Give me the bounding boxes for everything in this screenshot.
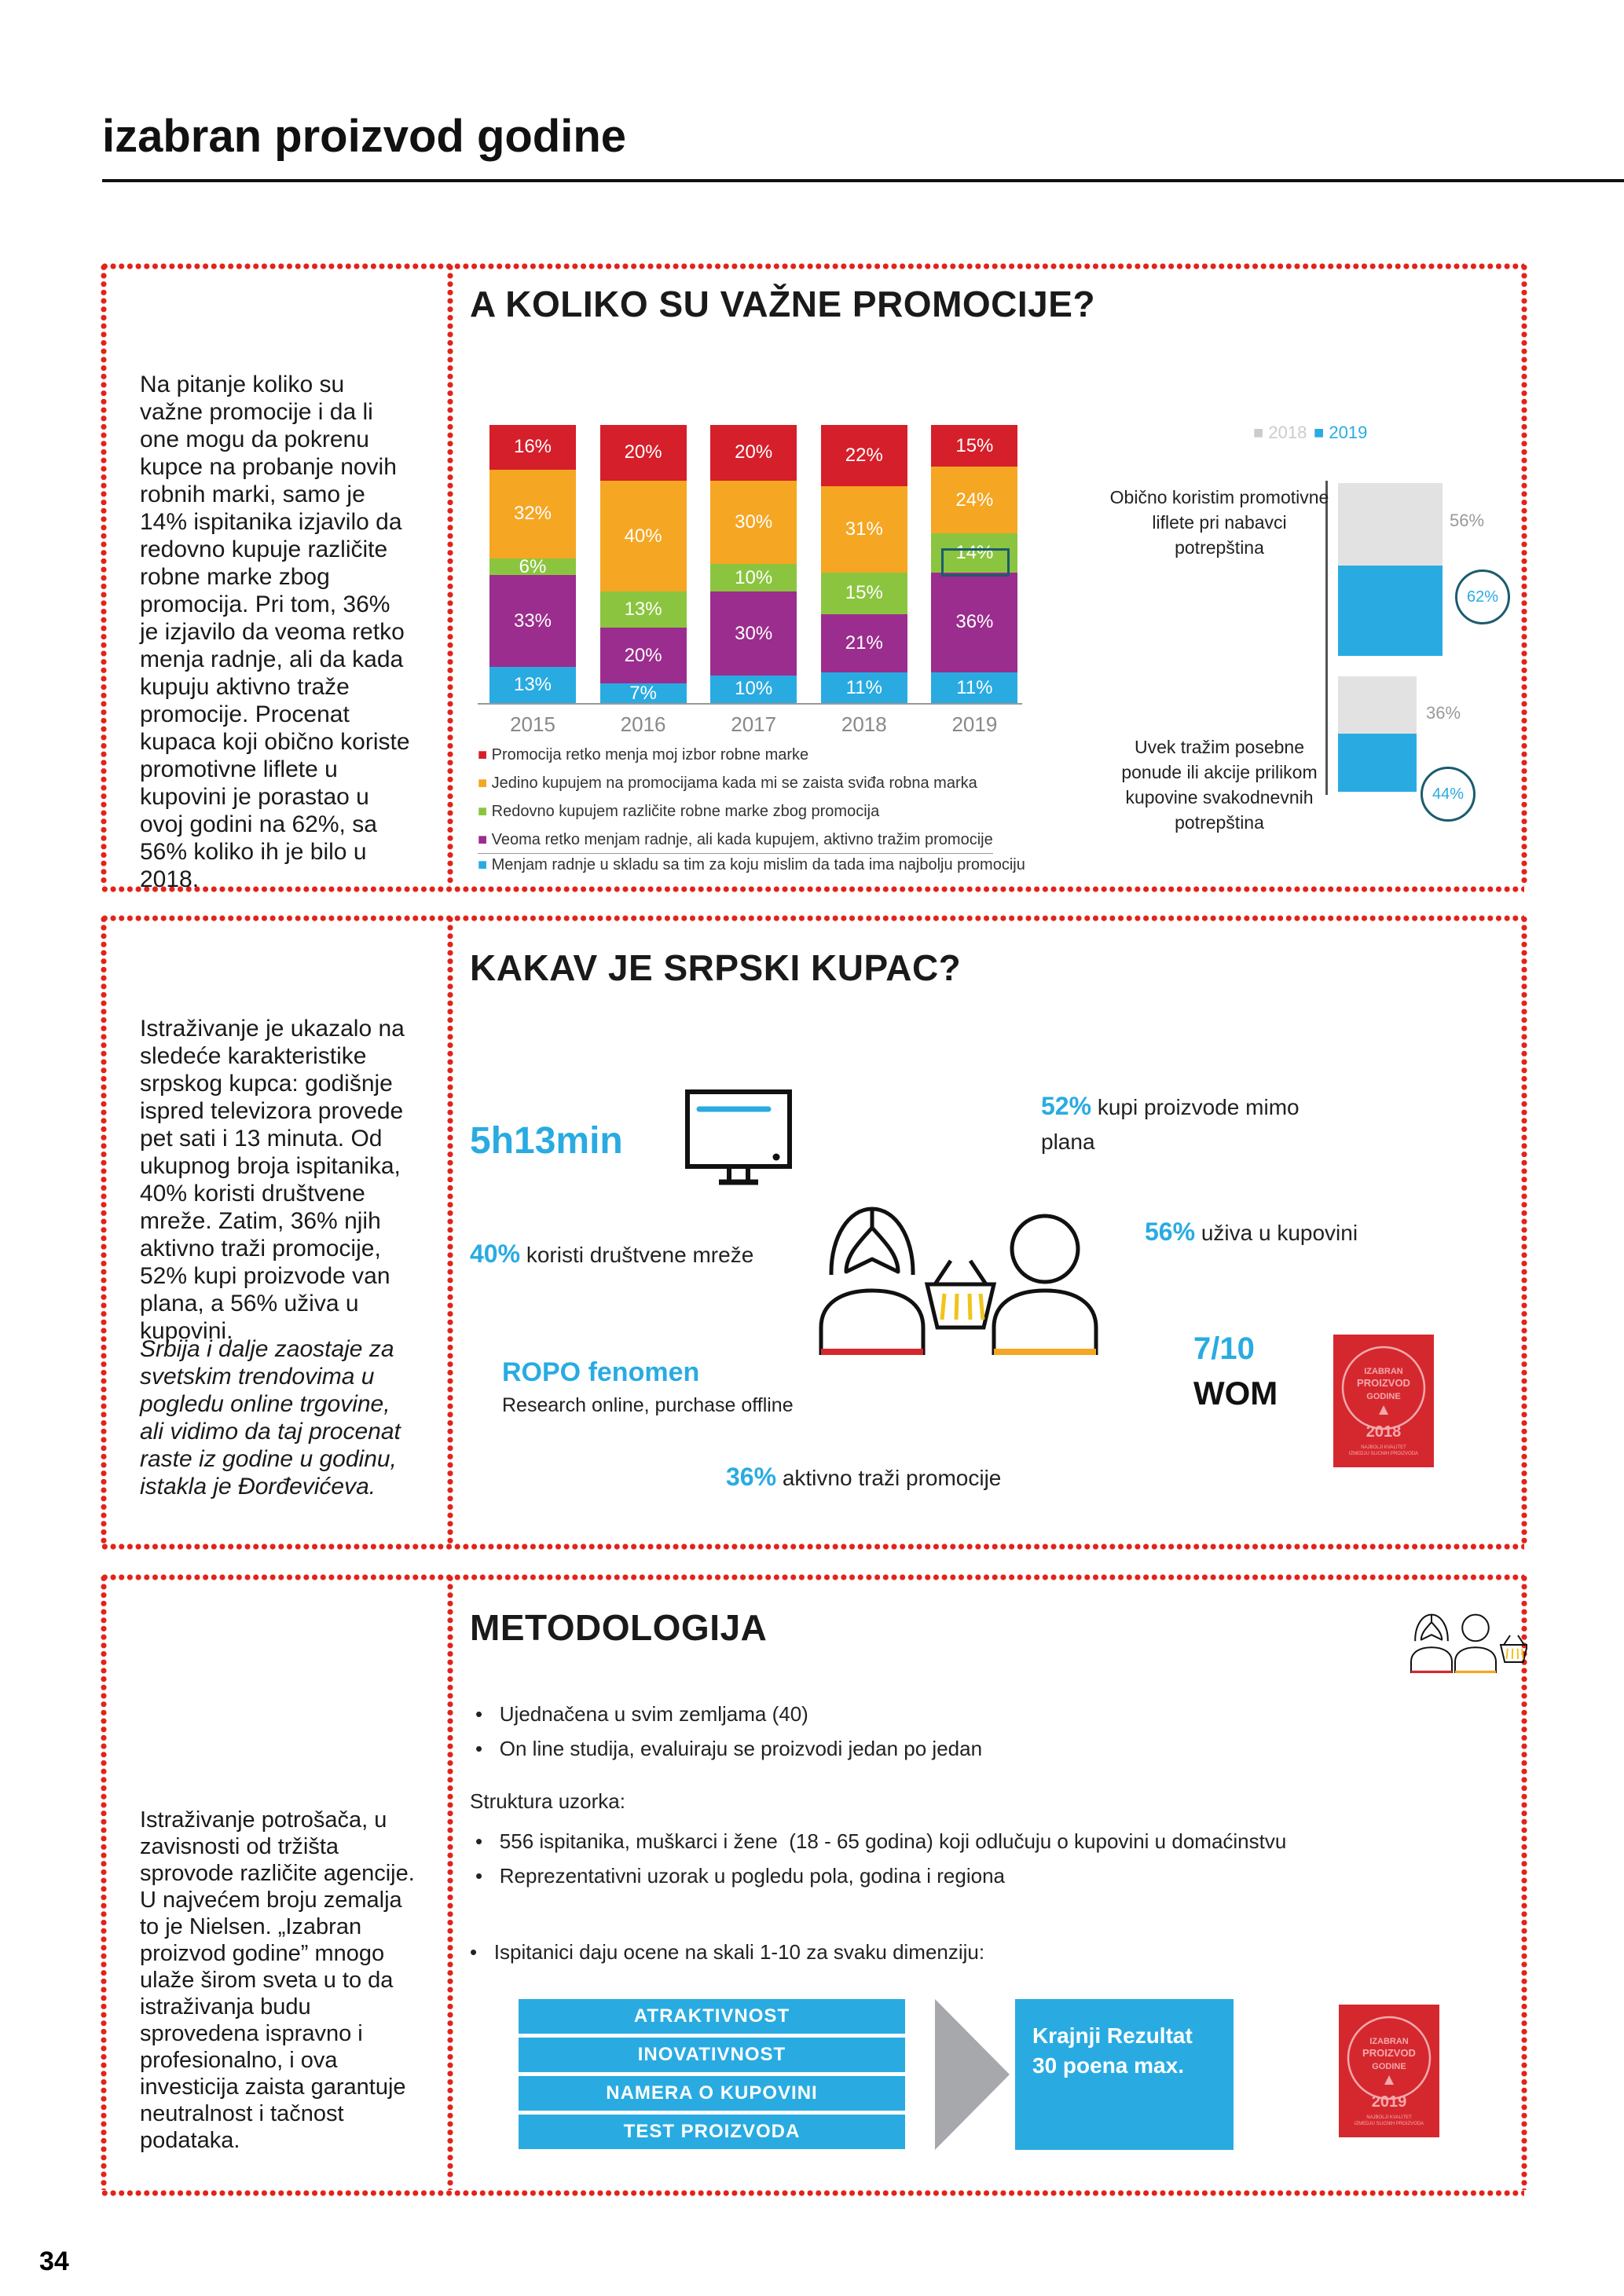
svg-text:IZABRAN: IZABRAN bbox=[1369, 2037, 1409, 2046]
svg-text:PROIZVOD: PROIZVOD bbox=[1362, 2047, 1416, 2059]
svg-text:GODINE: GODINE bbox=[1372, 2062, 1406, 2071]
svg-text:2018: 2018 bbox=[1366, 1423, 1402, 1441]
svg-text:PROIZVOD: PROIZVOD bbox=[1357, 1377, 1410, 1389]
svg-text:IZABRAN: IZABRAN bbox=[1364, 1367, 1403, 1376]
svg-text:IZMEDJU SLICNIH PROIZVODA: IZMEDJU SLICNIH PROIZVODA bbox=[1355, 2122, 1424, 2126]
svg-text:2019: 2019 bbox=[1372, 2093, 1407, 2111]
svg-text:NAJBOLJI KVALITET: NAJBOLJI KVALITET bbox=[1366, 2115, 1412, 2120]
svg-text:GODINE: GODINE bbox=[1366, 1392, 1400, 1401]
svg-text:IZMEDJU SLICNIH PROIZVODA: IZMEDJU SLICNIH PROIZVODA bbox=[1349, 1452, 1418, 1456]
svg-text:NAJBOLJI KVALITET: NAJBOLJI KVALITET bbox=[1361, 1445, 1406, 1450]
